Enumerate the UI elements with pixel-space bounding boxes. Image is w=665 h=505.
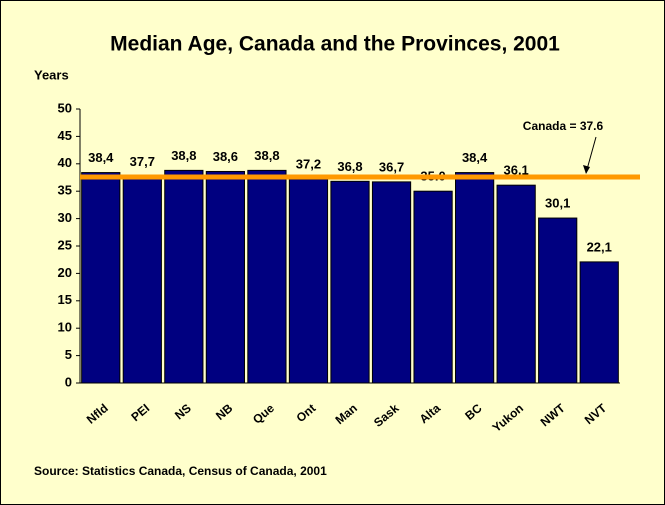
bar (496, 184, 536, 384)
bar (413, 190, 453, 384)
y-tick-label: 30 (58, 210, 72, 225)
data-label: 37,2 (296, 157, 321, 172)
y-tick-label: 5 (65, 347, 72, 362)
source-note: Source: Statistics Canada, Census of Can… (34, 464, 327, 478)
y-tick-label: 25 (58, 237, 72, 252)
bar (455, 172, 495, 384)
data-label: 38,4 (462, 150, 488, 165)
y-tick-label: 20 (58, 265, 72, 280)
data-label: 37,7 (130, 154, 155, 169)
bar (164, 169, 204, 384)
annotation-arrowhead (583, 164, 590, 174)
y-tick-label: 40 (58, 155, 72, 170)
y-tick-label: 35 (58, 183, 72, 198)
bar (205, 170, 245, 384)
data-label: 36,8 (337, 159, 362, 174)
y-tick-label: 50 (58, 100, 72, 115)
data-label: 38,4 (88, 150, 114, 165)
y-tick-label: 15 (58, 292, 72, 307)
reference-label: Canada = 37.6 (523, 119, 604, 133)
y-tick-label: 10 (58, 320, 72, 335)
bar (538, 217, 578, 384)
bar (81, 172, 121, 384)
bar (371, 181, 412, 384)
data-label: 38,8 (254, 148, 279, 163)
bar (579, 261, 619, 384)
chart-title: Median Age, Canada and the Provinces, 20… (110, 33, 560, 56)
bar (330, 180, 370, 384)
y-tick-label: 45 (58, 128, 72, 143)
y-axis-label: Years (34, 67, 69, 82)
data-label: 38,6 (213, 149, 238, 164)
bar (247, 169, 287, 384)
data-label: 22,1 (587, 239, 612, 254)
bar (122, 175, 162, 384)
data-label: 38,8 (171, 148, 196, 163)
data-label: 30,1 (545, 195, 570, 210)
bar (288, 178, 329, 384)
y-tick-label: 0 (65, 374, 72, 389)
data-label: 36.1 (503, 163, 528, 178)
data-label: 36,7 (379, 159, 404, 174)
